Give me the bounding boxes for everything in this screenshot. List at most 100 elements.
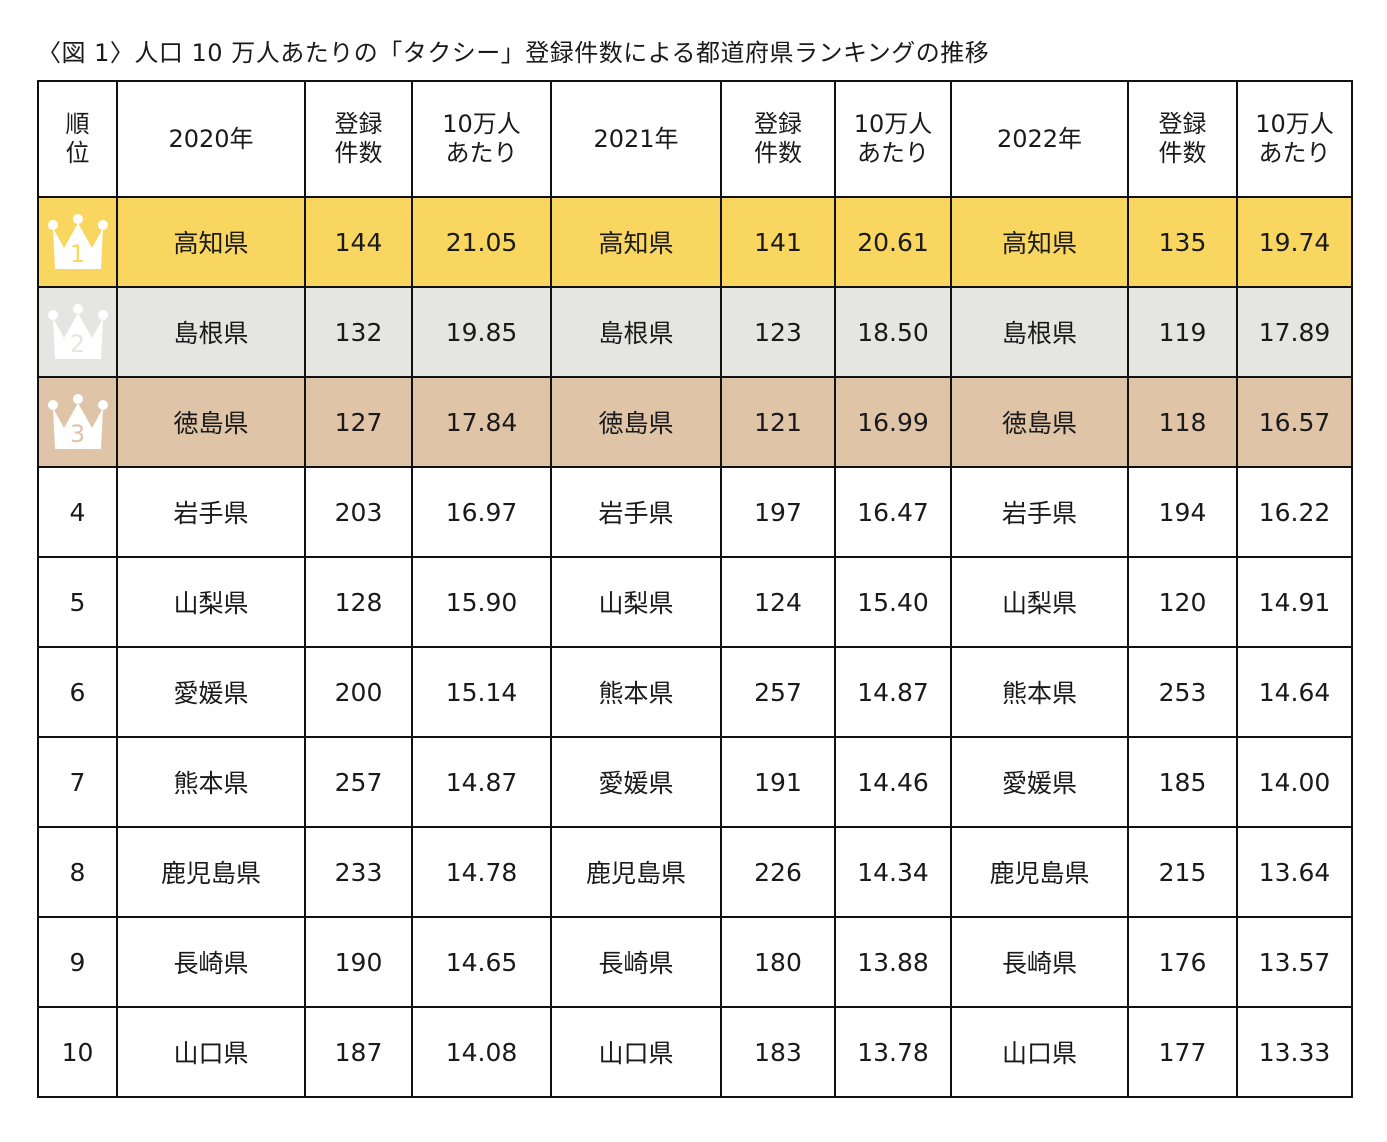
rank-number: 5 [69,587,86,617]
prefecture-2021: 岩手県 [550,466,722,558]
crown-icon: 1 [47,213,109,271]
prefecture-2022: 愛媛県 [950,736,1129,828]
header-per100k-2022: 10万人 あたり [1236,80,1353,198]
prefecture-2022: 島根県 [950,286,1129,378]
count-2021: 124 [720,556,836,648]
prefecture-2020: 愛媛県 [116,646,306,738]
figure-title: 〈図 1〉人口 10 万人あたりの「タクシー」登録件数による都道府県ランキングの… [37,39,990,67]
ranking-body: 1 高知県 144 21.05 高知県 141 20.61 高知県 135 19.74 2 島根県 13… [37,196,1353,1098]
per100k-2020: 19.85 [411,286,552,378]
per100k-2022: 14.64 [1236,646,1353,738]
count-2020: 203 [304,466,413,558]
prefecture-2022: 徳島県 [950,376,1129,468]
prefecture-2021: 山梨県 [550,556,722,648]
per100k-2021: 14.34 [834,826,952,918]
per100k-2021: 20.61 [834,196,952,288]
rank-number: 8 [69,857,86,887]
per100k-2022: 14.00 [1236,736,1353,828]
prefecture-2020: 高知県 [116,196,306,288]
prefecture-2022: 熊本県 [950,646,1129,738]
prefecture-2022: 高知県 [950,196,1129,288]
rank-cell: 4 [37,466,118,558]
per100k-2021: 13.78 [834,1006,952,1098]
per100k-2020: 21.05 [411,196,552,288]
count-2021: 257 [720,646,836,738]
header-per100k-2021: 10万人 あたり [834,80,952,198]
per100k-2021: 15.40 [834,556,952,648]
prefecture-2021: 愛媛県 [550,736,722,828]
count-2020: 127 [304,376,413,468]
rank-number: 2 [69,330,86,358]
count-2020: 128 [304,556,413,648]
prefecture-2021: 徳島県 [550,376,722,468]
count-2022: 185 [1127,736,1238,828]
per100k-2022: 13.57 [1236,916,1353,1008]
table-row: 4 岩手県 203 16.97 岩手県 197 16.47 岩手県 194 16.22 [37,466,1353,558]
prefecture-2022: 長崎県 [950,916,1129,1008]
prefecture-2020: 岩手県 [116,466,306,558]
header-count-2020: 登録 件数 [304,80,413,198]
prefecture-2022: 山口県 [950,1006,1129,1098]
count-2022: 119 [1127,286,1238,378]
per100k-2020: 15.14 [411,646,552,738]
count-2020: 257 [304,736,413,828]
count-2022: 253 [1127,646,1238,738]
per100k-2020: 14.87 [411,736,552,828]
prefecture-2021: 熊本県 [550,646,722,738]
per100k-2022: 16.22 [1236,466,1353,558]
per100k-2022: 19.74 [1236,196,1353,288]
prefecture-2020: 熊本県 [116,736,306,828]
count-2022: 215 [1127,826,1238,918]
table-row: 7 熊本県 257 14.87 愛媛県 191 14.46 愛媛県 185 14.00 [37,736,1353,828]
rank-number: 9 [69,947,86,977]
rank-cell: 10 [37,1006,118,1098]
prefecture-2020: 長崎県 [116,916,306,1008]
table-row: 8 鹿児島県 233 14.78 鹿児島県 226 14.34 鹿児島県 215 13.64 [37,826,1353,918]
prefecture-2021: 鹿児島県 [550,826,722,918]
count-2020: 190 [304,916,413,1008]
prefecture-2021: 島根県 [550,286,722,378]
per100k-2020: 17.84 [411,376,552,468]
count-2022: 177 [1127,1006,1238,1098]
rank-cell: 3 [37,376,118,468]
header-row: 順 位 2020年 登録 件数 10万人 あたり 2021年 登録 件数 10万… [37,80,1353,198]
prefecture-2022: 鹿児島県 [950,826,1129,918]
header-year-2020: 2020年 [116,80,306,198]
rank-number: 6 [69,677,86,707]
count-2021: 191 [720,736,836,828]
count-2022: 120 [1127,556,1238,648]
prefecture-2021: 高知県 [550,196,722,288]
rank-number: 7 [69,767,86,797]
table-row: 5 山梨県 128 15.90 山梨県 124 15.40 山梨県 120 14.91 [37,556,1353,648]
prefecture-2022: 岩手県 [950,466,1129,558]
prefecture-2022: 山梨県 [950,556,1129,648]
table-row: 9 長崎県 190 14.65 長崎県 180 13.88 長崎県 176 13.57 [37,916,1353,1008]
count-2021: 121 [720,376,836,468]
per100k-2022: 13.33 [1236,1006,1353,1098]
prefecture-2020: 山梨県 [116,556,306,648]
count-2021: 180 [720,916,836,1008]
rank-cell: 5 [37,556,118,648]
count-2022: 194 [1127,466,1238,558]
table-row: 2 島根県 132 19.85 島根県 123 18.50 島根県 119 17.89 [37,286,1353,378]
per100k-2021: 14.87 [834,646,952,738]
count-2021: 123 [720,286,836,378]
prefecture-2020: 山口県 [116,1006,306,1098]
rank-number: 1 [69,240,86,268]
per100k-2022: 13.64 [1236,826,1353,918]
header-per100k-2020: 10万人 あたり [411,80,552,198]
header-count-2022: 登録 件数 [1127,80,1238,198]
count-2022: 176 [1127,916,1238,1008]
per100k-2020: 16.97 [411,466,552,558]
header-year-2022: 2022年 [950,80,1129,198]
table-row: 1 高知県 144 21.05 高知県 141 20.61 高知県 135 19.74 [37,196,1353,288]
count-2022: 118 [1127,376,1238,468]
per100k-2020: 14.08 [411,1006,552,1098]
ranking-table: 順 位 2020年 登録 件数 10万人 あたり 2021年 登録 件数 10万… [37,80,1353,1098]
rank-number: 3 [69,420,86,448]
count-2021: 226 [720,826,836,918]
per100k-2022: 14.91 [1236,556,1353,648]
per100k-2021: 13.88 [834,916,952,1008]
header-count-2021: 登録 件数 [720,80,836,198]
count-2021: 141 [720,196,836,288]
